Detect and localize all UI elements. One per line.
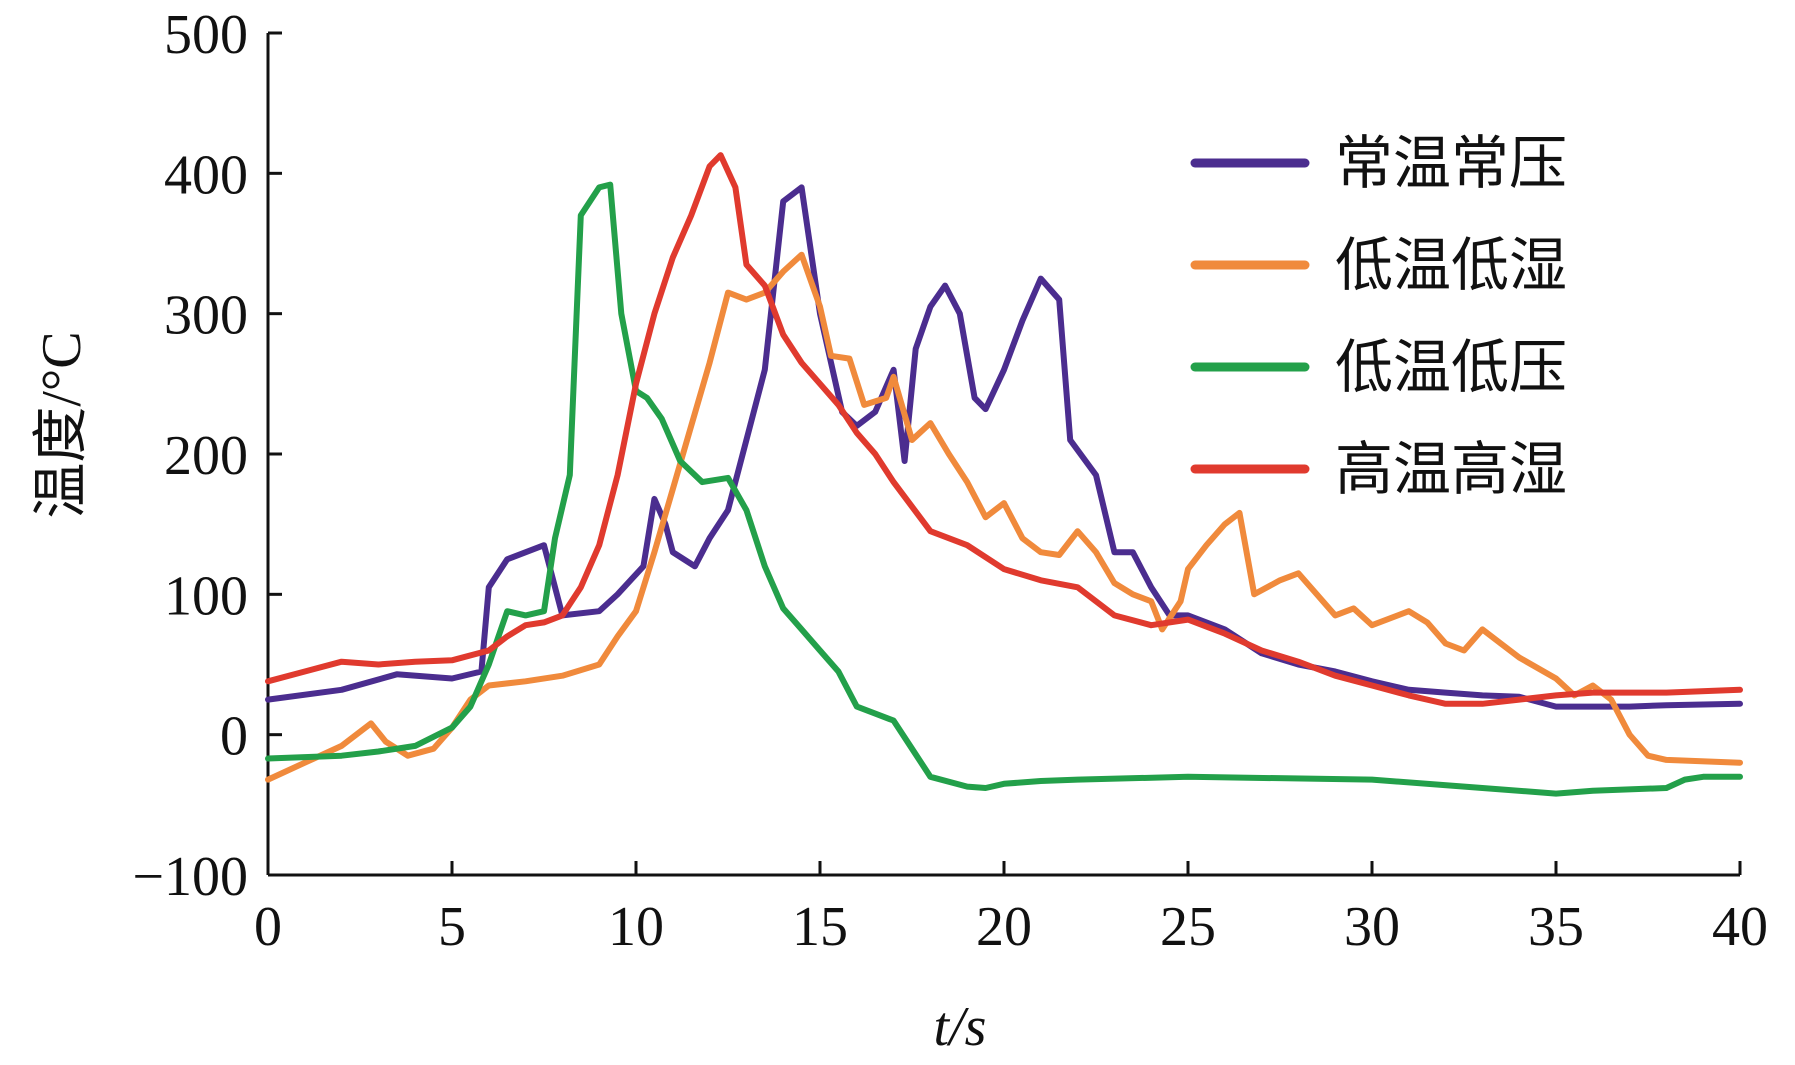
x-tick-label: 0 [254,896,282,958]
legend-label-2: 低温低湿 [1335,231,1567,299]
y-axis-label: 温度/°C [31,331,93,518]
x-tick-label: 35 [1528,896,1584,958]
y-tick-label: 100 [164,565,248,627]
x-tick-label: 5 [438,896,466,958]
legend-label-3: 低温低压 [1335,333,1567,401]
series-line-3 [265,181,1743,797]
x-tick-label: 20 [976,896,1032,958]
x-axis-label: t/s [934,996,987,1058]
series-layer [265,152,1743,797]
x-tick-label: 15 [792,896,848,958]
y-tick-label: 0 [220,706,248,768]
series-line-2 [265,251,1743,783]
y-tick-label: 400 [164,144,248,206]
y-tick-label: −100 [132,846,248,908]
x-tick-label: 30 [1344,896,1400,958]
x-tick-label: 40 [1712,896,1768,958]
y-tick-label: 200 [164,425,248,487]
x-tick-label: 10 [608,896,664,958]
y-ticks: −100 0 100 200 300 400 500 [132,4,282,908]
x-tick-label: 25 [1160,896,1216,958]
x-axis-label-text: t/s [934,996,987,1058]
x-ticks: 0 5 10 15 20 25 30 35 40 [254,861,1768,958]
legend-label-4: 高温高湿 [1335,435,1567,503]
y-tick-label: 500 [164,4,248,66]
y-tick-label: 300 [164,285,248,347]
series-line-4 [265,152,1743,707]
legend-label-1: 常温常压 [1335,129,1567,197]
